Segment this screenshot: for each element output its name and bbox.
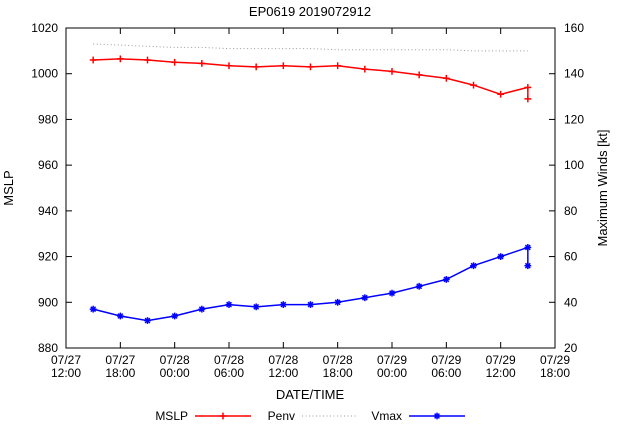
- y-left-axis-title: MSLP: [1, 170, 16, 205]
- x-tick-time: 06:00: [431, 366, 461, 380]
- x-tick-time: 00:00: [160, 366, 190, 380]
- data-marker: [226, 301, 232, 308]
- x-tick-date: 07/27: [105, 353, 135, 367]
- series-mslp: [89, 55, 532, 103]
- y-right-tick-label: 120: [564, 112, 584, 126]
- data-marker: [416, 283, 423, 290]
- x-tick-date: 07/29: [486, 353, 516, 367]
- legend: MSLP Penv Vmax: [155, 409, 465, 423]
- data-marker: [253, 303, 260, 310]
- x-tick-time: 00:00: [377, 366, 407, 380]
- y-left-tick-label: 960: [38, 158, 58, 172]
- legend-label-mslp: MSLP: [155, 409, 188, 423]
- x-tick-date: 07/28: [323, 353, 353, 367]
- data-marker: [171, 313, 178, 319]
- data-marker: [90, 306, 97, 313]
- legend-label-penv: Penv: [268, 409, 295, 423]
- plot-border: [65, 27, 556, 349]
- data-marker: [280, 301, 287, 308]
- y-right-axis-title: Maximum Winds [kt]: [595, 129, 610, 246]
- series-vmax: [89, 244, 532, 324]
- y-left-tick-label: 1020: [31, 21, 58, 35]
- y-right-tick-label: 100: [564, 158, 584, 172]
- y-left-tick-label: 900: [38, 295, 58, 309]
- plot-generated: 880 900 920 940 960 980 1000 1020 20 40 60 80 100 120…: [31, 21, 584, 380]
- x-tick-date: 07/27: [51, 353, 81, 367]
- y-left-tick-label: 980: [38, 112, 58, 126]
- x-tick-time: 18:00: [105, 366, 135, 380]
- data-marker: [524, 244, 531, 251]
- legend-samples: [195, 412, 465, 420]
- data-marker: [144, 317, 151, 324]
- data-marker: [334, 299, 341, 306]
- y-right-tick-label: 80: [564, 204, 578, 218]
- series-line: [93, 246, 529, 322]
- y-left-tick-label: 940: [38, 204, 58, 218]
- x-tick-date: 07/28: [160, 353, 190, 367]
- x-tick-time: 12:00: [51, 366, 81, 380]
- x-tick-date: 07/28: [214, 353, 244, 367]
- data-marker: [443, 276, 450, 283]
- legend-sample-mslp: [195, 412, 251, 420]
- x-tick-date: 07/29: [431, 353, 461, 367]
- data-marker: [470, 262, 477, 269]
- x-tick-time: 18:00: [323, 366, 353, 380]
- x-tick-time: 18:00: [540, 366, 570, 380]
- y-right-tick-label: 140: [564, 67, 584, 81]
- y-left-tick-label: 1000: [31, 67, 58, 81]
- chart-title: EP0619 2019072912: [249, 4, 371, 19]
- y-left-tick-label: 920: [38, 250, 58, 264]
- data-marker: [198, 306, 205, 313]
- x-tick-date: 07/29: [540, 353, 570, 367]
- y-right-tick-label: 40: [564, 295, 578, 309]
- y-axis-ticks: 880 900 920 940 960 980 1000 1020 20 40 60 80 100 120…: [31, 21, 584, 355]
- series-penv: [93, 43, 528, 52]
- y-left-tick-label: 880: [38, 341, 58, 355]
- legend-label-vmax: Vmax: [371, 409, 402, 423]
- x-tick-date: 07/28: [268, 353, 298, 367]
- data-marker: [524, 262, 531, 269]
- x-axis-ticks: 07/2712:0007/2718:0007/2800:0007/2806:00…: [51, 28, 570, 380]
- data-marker: [307, 301, 314, 308]
- data-marker: [434, 413, 440, 419]
- x-axis-title: DATE/TIME: [276, 387, 345, 402]
- series-line: [93, 43, 528, 52]
- data-marker: [389, 290, 395, 297]
- data-marker: [117, 313, 124, 319]
- data-marker: [497, 253, 504, 260]
- x-tick-time: 06:00: [214, 366, 244, 380]
- x-tick-time: 12:00: [486, 366, 516, 380]
- data-marker: [361, 294, 368, 301]
- legend-sample-vmax: [409, 412, 465, 420]
- y-right-tick-label: 60: [564, 250, 578, 264]
- y-right-tick-label: 20: [564, 341, 578, 355]
- x-tick-time: 12:00: [268, 366, 298, 380]
- y-right-tick-label: 160: [564, 21, 584, 35]
- x-tick-date: 07/29: [377, 353, 407, 367]
